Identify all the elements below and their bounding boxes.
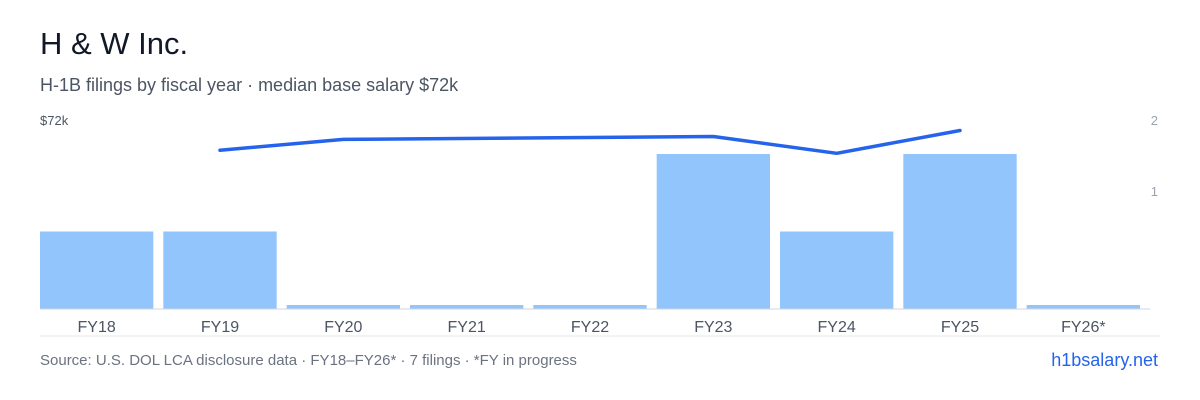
right-axis-group: 21 <box>1151 113 1158 199</box>
x-tick-label: FY26* <box>1061 319 1105 336</box>
x-tick-label: FY22 <box>571 319 609 336</box>
right-axis-tick: 2 <box>1151 113 1158 128</box>
bar-fy26-partial <box>1026 305 1140 309</box>
tick-group: FY18 FY19 FY20 FY21 FY22 FY23 FY24 FY25 FY26* <box>78 319 1106 336</box>
left-axis-label: $72k <box>40 113 69 128</box>
brand-link[interactable]: h1bsalary.net <box>1051 350 1158 370</box>
salary-line <box>218 128 962 156</box>
bar-fy24 <box>780 231 894 309</box>
right-axis-tick: 1 <box>1151 184 1158 199</box>
bars-group <box>40 154 1140 309</box>
bar-fy19 <box>163 231 277 309</box>
bar-fy18 <box>40 231 154 309</box>
bar-fy23 <box>656 154 770 309</box>
line-group <box>218 128 962 156</box>
x-tick-label: FY20 <box>324 319 362 336</box>
bar-fy25 <box>903 154 1017 309</box>
x-tick-label: FY25 <box>941 319 979 336</box>
page-subtitle: H-1B filings by fiscal year · median bas… <box>40 75 459 95</box>
page-title: H & W Inc. <box>40 26 189 61</box>
bar-fy22 <box>533 305 647 309</box>
source-note: Source: U.S. DOL LCA disclosure data · F… <box>40 352 577 369</box>
x-tick-label: FY24 <box>818 319 856 336</box>
x-tick-label: FY19 <box>201 319 239 336</box>
x-tick-label: FY23 <box>694 319 732 336</box>
bar-fy21 <box>410 305 524 309</box>
bar-fy20 <box>286 305 400 309</box>
x-tick-label: FY21 <box>448 319 486 336</box>
x-tick-label: FY18 <box>78 319 116 336</box>
